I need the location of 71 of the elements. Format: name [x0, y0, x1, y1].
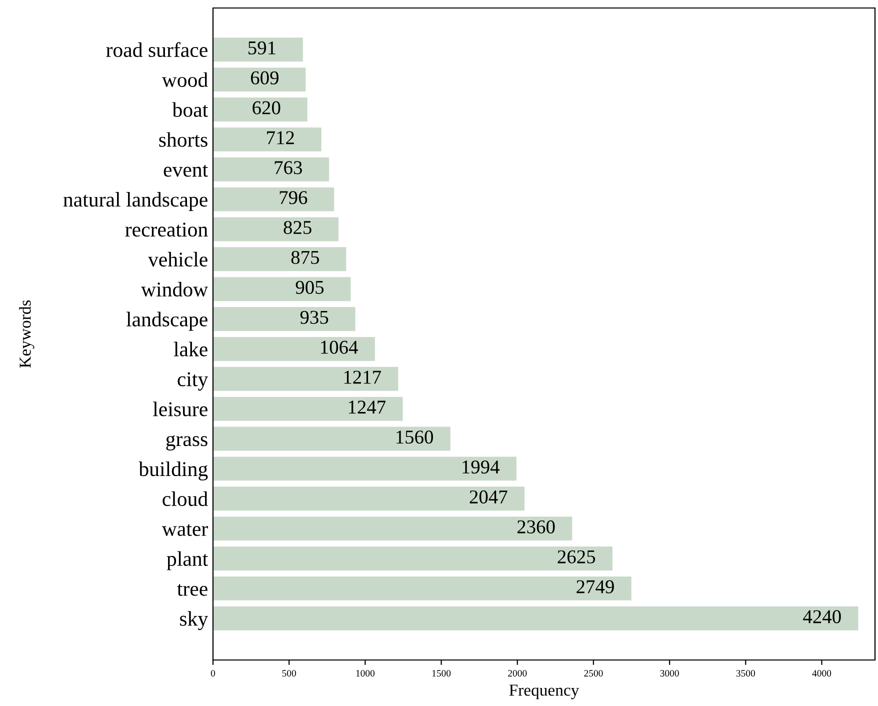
y-tick-label: water — [162, 524, 208, 536]
y-tick-label: road surface — [106, 42, 208, 58]
data-label: 1247 — [348, 400, 386, 414]
bar — [213, 606, 858, 630]
x-tick-label: 500 — [282, 670, 296, 677]
data-label: 620 — [252, 101, 280, 114]
y-tick-label: window — [141, 282, 208, 297]
x-tick-label: 1000 — [356, 670, 375, 677]
data-label: 1560 — [396, 430, 433, 444]
y-tick-label: sky — [180, 611, 208, 630]
bar — [213, 307, 356, 332]
y-tick-label: leisure — [153, 402, 208, 416]
x-tick-label: 0 — [210, 670, 216, 677]
y-tick-label: shorts — [159, 132, 208, 147]
bar — [213, 127, 322, 152]
data-label: 2749 — [576, 580, 614, 594]
y-tick-label: natural landscape — [63, 192, 208, 211]
data-label: 712 — [267, 131, 294, 144]
bar — [213, 546, 612, 570]
y-tick-label: cloud — [162, 491, 208, 506]
y-tick-label: boat — [172, 102, 208, 117]
bar — [213, 157, 330, 182]
y-tick-label: recreation — [125, 222, 208, 237]
data-label: 1064 — [321, 340, 358, 354]
data-label: 935 — [300, 310, 328, 324]
bar — [213, 38, 303, 62]
bar — [213, 187, 334, 212]
bar — [213, 247, 346, 272]
data-label: 1217 — [344, 370, 381, 384]
data-label: 875 — [291, 250, 320, 264]
data-label: 2047 — [470, 490, 508, 504]
data-label: 763 — [274, 161, 302, 174]
y-tick-label: tree — [177, 584, 208, 596]
bar — [213, 396, 403, 421]
bar — [213, 277, 351, 302]
data-label: 609 — [250, 71, 278, 84]
y-tick-label: vehicle — [148, 252, 208, 267]
y-tick-label: wood — [162, 72, 208, 87]
x-tick-label: 3000 — [660, 670, 679, 677]
x-tick-label: 4000 — [812, 670, 832, 677]
bar — [213, 516, 572, 541]
bar — [213, 426, 450, 451]
bar — [213, 68, 306, 92]
y-tick-label: grass — [166, 435, 208, 450]
x-tick-label: 3500 — [736, 670, 755, 677]
y-tick-label: event — [164, 164, 208, 177]
bar — [213, 336, 375, 361]
y-axis-title: Keywords — [19, 300, 34, 368]
data-label: 2625 — [558, 550, 596, 564]
data-label: 1994 — [462, 460, 500, 474]
data-label: 2360 — [517, 520, 555, 534]
x-tick-label: 2000 — [508, 670, 527, 677]
x-tick-label: 2500 — [584, 670, 603, 677]
y-tick-label: plant — [166, 551, 208, 570]
y-tick-label: building — [138, 461, 208, 480]
data-label: 591 — [248, 41, 276, 54]
data-label: 825 — [284, 220, 312, 234]
data-label: 4240 — [803, 610, 841, 624]
x-axis-title: Frequency — [509, 684, 580, 700]
y-tick-label: landscape — [126, 312, 208, 331]
y-tick-label: lake — [174, 342, 208, 356]
x-tick-label: 1500 — [432, 670, 451, 677]
bar — [213, 456, 516, 481]
bar — [213, 98, 308, 122]
y-tick-label: city — [178, 372, 208, 391]
data-label: 796 — [280, 191, 308, 204]
bar — [213, 366, 398, 391]
bar — [213, 486, 525, 511]
data-label: 905 — [296, 280, 324, 294]
bar — [213, 576, 632, 600]
bar — [213, 217, 339, 242]
